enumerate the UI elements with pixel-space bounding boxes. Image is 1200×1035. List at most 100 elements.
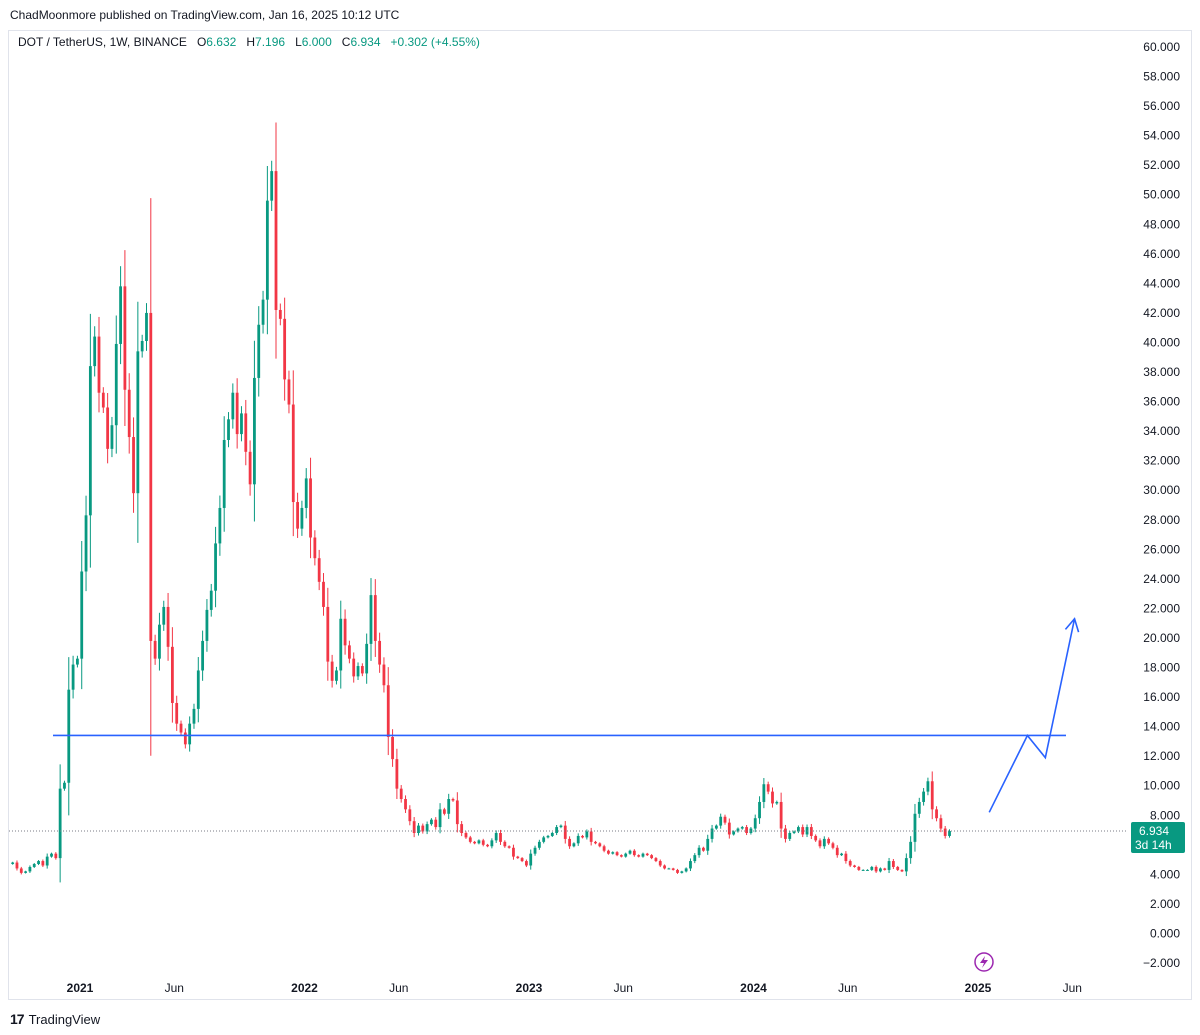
- legend-open-label: O: [196, 35, 207, 49]
- candle: [494, 830, 498, 843]
- candle: [270, 160, 274, 211]
- candle: [373, 579, 377, 657]
- candle: [296, 492, 299, 538]
- candle: [568, 836, 571, 849]
- candle: [481, 838, 485, 847]
- price-tick-label: 36.000: [1143, 395, 1180, 409]
- price-tick-label: 48.000: [1143, 217, 1180, 231]
- time-axis[interactable]: 2021 Jun 2022 Jun 2023 Jun 2024 Jun 2025 Jun: [67, 981, 1082, 995]
- candle: [248, 440, 252, 496]
- candle: [550, 831, 554, 837]
- lightning-bolt-icon[interactable]: [974, 952, 994, 972]
- candle: [879, 867, 882, 873]
- candle: [317, 549, 321, 591]
- time-tick-label: 2024: [740, 981, 767, 995]
- candle: [183, 728, 187, 749]
- publisher-line: ChadMoonmore published on TradingView.co…: [10, 8, 400, 22]
- price-tick-label: 0.000: [1150, 926, 1180, 940]
- candle: [641, 852, 645, 858]
- candle: [680, 870, 684, 874]
- price-tick-label: 46.000: [1143, 247, 1180, 261]
- candle: [559, 824, 563, 829]
- candle: [127, 373, 131, 454]
- projection-arrowhead: [1064, 617, 1080, 633]
- candle: [110, 416, 114, 458]
- candle: [93, 326, 97, 377]
- candle: [218, 495, 222, 556]
- candle: [624, 852, 628, 858]
- candle: [274, 122, 278, 359]
- candle: [434, 817, 438, 830]
- price-tick-label: 42.000: [1143, 306, 1180, 320]
- candle: [369, 578, 373, 661]
- legend-high-value: 7.196: [255, 35, 286, 49]
- legend-close-label: C: [341, 35, 351, 49]
- candle: [291, 370, 295, 537]
- candle: [831, 841, 835, 850]
- candle: [663, 864, 666, 870]
- candle: [637, 854, 641, 858]
- candle: [76, 655, 79, 668]
- candle: [214, 526, 217, 608]
- price-tick-label: 54.000: [1143, 129, 1180, 143]
- price-tick-label: 60.000: [1143, 40, 1180, 54]
- last-price-badge: 6.934 3d 14h: [1131, 822, 1185, 854]
- candle: [227, 412, 230, 448]
- candle: [745, 825, 748, 836]
- time-tick-label: Jun: [1063, 981, 1082, 995]
- candle: [460, 821, 464, 837]
- candle: [736, 827, 740, 833]
- candle: [693, 853, 697, 864]
- candle: [404, 795, 407, 813]
- candle: [926, 777, 930, 796]
- candle: [486, 843, 489, 848]
- price-tick-label: 18.000: [1143, 661, 1180, 675]
- candle: [818, 838, 822, 849]
- candle: [63, 780, 66, 791]
- candle: [196, 657, 200, 723]
- legend-symbol[interactable]: DOT / TetherUS, 1W, BINANCE: [18, 35, 187, 49]
- candle: [930, 771, 934, 820]
- badge-countdown: 3d 14h: [1135, 838, 1172, 852]
- candle: [602, 844, 606, 853]
- candle: [835, 845, 839, 858]
- candle: [326, 587, 330, 681]
- time-tick-label: Jun: [165, 981, 184, 995]
- candle: [771, 787, 774, 808]
- candle: [464, 831, 468, 839]
- candle: [943, 825, 947, 839]
- candle: [870, 865, 874, 871]
- candle: [611, 851, 615, 855]
- candle: [330, 654, 334, 688]
- candle: [758, 796, 761, 824]
- candle: [41, 859, 45, 868]
- candle: [697, 845, 701, 858]
- price-tick-label: 22.000: [1143, 601, 1180, 615]
- legend-change: +0.302 (+4.55%): [390, 35, 480, 49]
- candle: [170, 627, 174, 723]
- candle: [619, 854, 623, 858]
- candle: [740, 825, 744, 830]
- candle: [343, 609, 347, 655]
- candle: [421, 823, 425, 834]
- time-tick-label: 2021: [67, 981, 94, 995]
- tradingview-logo[interactable]: 17 TradingView: [10, 1011, 100, 1027]
- candle: [857, 865, 861, 871]
- candle: [123, 250, 127, 426]
- candle: [399, 785, 403, 803]
- legend-low-label: L: [295, 35, 302, 49]
- candle: [727, 818, 731, 839]
- candle: [97, 316, 101, 413]
- projection-arrow[interactable]: [988, 618, 1076, 813]
- candle: [257, 306, 261, 397]
- chart-frame[interactable]: [8, 30, 1192, 1000]
- candle: [840, 852, 843, 856]
- price-tick-label: 56.000: [1143, 99, 1180, 113]
- candle: [71, 655, 75, 699]
- candle: [827, 837, 831, 845]
- candle: [848, 859, 852, 868]
- candle: [900, 869, 904, 873]
- candle: [313, 530, 317, 566]
- candle: [451, 797, 455, 802]
